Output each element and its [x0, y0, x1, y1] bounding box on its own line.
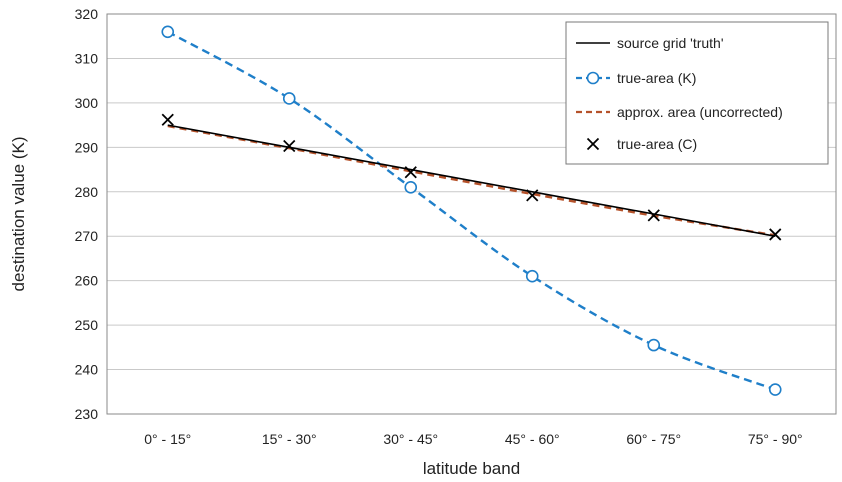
legend-item-0-label: source grid 'truth' — [617, 35, 724, 51]
legend-item-0: source grid 'truth' — [576, 35, 724, 51]
series-3-point-1 — [283, 139, 296, 153]
y-tick-label: 260 — [75, 273, 99, 289]
y-axis-tick-labels: 230 240 250 260 270 280 290 300 310 320 — [75, 6, 99, 422]
legend-box — [565, 21, 829, 165]
series-3-point-0 — [161, 113, 174, 126]
y-tick-label: 240 — [75, 362, 99, 378]
series-1-point-3 — [525, 269, 539, 283]
series-3-point-1-stroke-b — [283, 139, 296, 153]
y-tick-label: 250 — [75, 317, 99, 333]
y-tick-label: 310 — [75, 50, 99, 66]
x-tick-label: 75° - 90° — [748, 431, 803, 447]
series-3-point-4 — [647, 209, 660, 222]
series-3-point-5 — [769, 228, 782, 241]
y-tick-label: 230 — [75, 406, 99, 422]
y-tick-label: 300 — [75, 95, 99, 111]
series-1-point-2 — [404, 181, 418, 194]
legend-item-1-marker — [586, 71, 600, 85]
legend-item-3-marker-stroke-b — [586, 137, 600, 151]
series-1-point-1 — [282, 92, 296, 105]
legend-item-3: true-area (C) — [586, 136, 697, 152]
y-tick-label: 290 — [75, 139, 99, 155]
series-3-point-5-stroke-b — [769, 228, 782, 241]
y-tick-label: 270 — [75, 228, 99, 244]
plot-area-border — [106, 13, 837, 415]
series-1-line — [167, 30, 776, 391]
series-layer — [161, 25, 782, 396]
series-3-point-0-stroke-b — [161, 113, 174, 126]
x-axis-label: latitude band — [423, 459, 520, 478]
series-3-point-2-stroke-b — [404, 166, 417, 179]
series-3-point-3 — [526, 189, 539, 202]
series-0-line — [167, 124, 776, 238]
series-2-line — [167, 124, 776, 237]
x-tick-label: 45° - 60° — [505, 431, 560, 447]
legend: source grid 'truth' true-area (K) approx. … — [565, 21, 829, 165]
series-3-point-4-stroke-b — [647, 209, 660, 222]
y-tick-label: 320 — [75, 6, 99, 22]
y-tick-label: 280 — [75, 184, 99, 200]
legend-item-2: approx. area (uncorrected) — [576, 104, 783, 120]
x-tick-label: 0° - 15° — [144, 431, 191, 447]
legend-item-2-label: approx. area (uncorrected) — [617, 104, 783, 120]
series-3-point-3-stroke-b — [526, 189, 539, 202]
series-3-point-2 — [404, 166, 417, 179]
series-1-point-5 — [768, 383, 782, 396]
series-1-point-0 — [161, 25, 175, 39]
legend-item-1-label: true-area (K) — [617, 70, 696, 86]
x-tick-label: 15° - 30° — [262, 431, 317, 447]
legend-item-3-label: true-area (C) — [617, 136, 697, 152]
x-tick-label: 60° - 75° — [626, 431, 681, 447]
y-axis-label: destination value (K) — [9, 137, 28, 292]
x-axis-tick-labels: 0° - 15° 15° - 30° 30° - 45° 45° - 60° 60° -… — [144, 431, 802, 447]
legend-item-3-marker — [586, 137, 600, 151]
legend-item-1: true-area (K) — [576, 70, 696, 86]
series-1-point-4 — [647, 338, 661, 352]
x-tick-label: 30° - 45° — [383, 431, 438, 447]
